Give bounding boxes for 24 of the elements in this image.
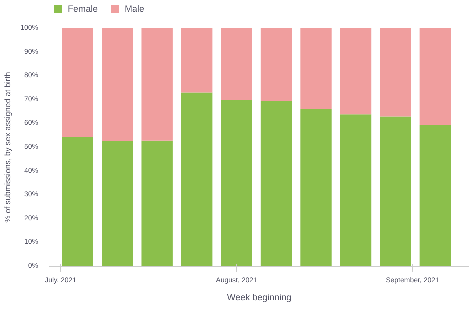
bar xyxy=(62,28,94,138)
bar xyxy=(420,125,452,266)
bar xyxy=(102,28,134,142)
bar xyxy=(142,28,173,141)
bar xyxy=(340,114,372,266)
bar xyxy=(181,28,213,93)
bar xyxy=(62,137,94,266)
legend-label: Female xyxy=(68,4,98,14)
bar xyxy=(300,28,332,109)
bar xyxy=(181,92,213,266)
bar xyxy=(300,108,332,266)
y-axis-title: % of submissions, by sex assigned at birth xyxy=(4,72,13,223)
bar xyxy=(340,28,372,115)
bar xyxy=(142,140,173,266)
bar xyxy=(380,28,412,117)
x-axis-title: Week beginning xyxy=(227,292,292,302)
bar xyxy=(260,101,292,266)
bar xyxy=(221,100,252,266)
bar xyxy=(420,28,452,126)
bar xyxy=(380,116,412,266)
bar xyxy=(260,28,292,102)
bar xyxy=(221,28,252,100)
bar xyxy=(102,141,134,266)
legend-label: Male xyxy=(125,4,146,14)
